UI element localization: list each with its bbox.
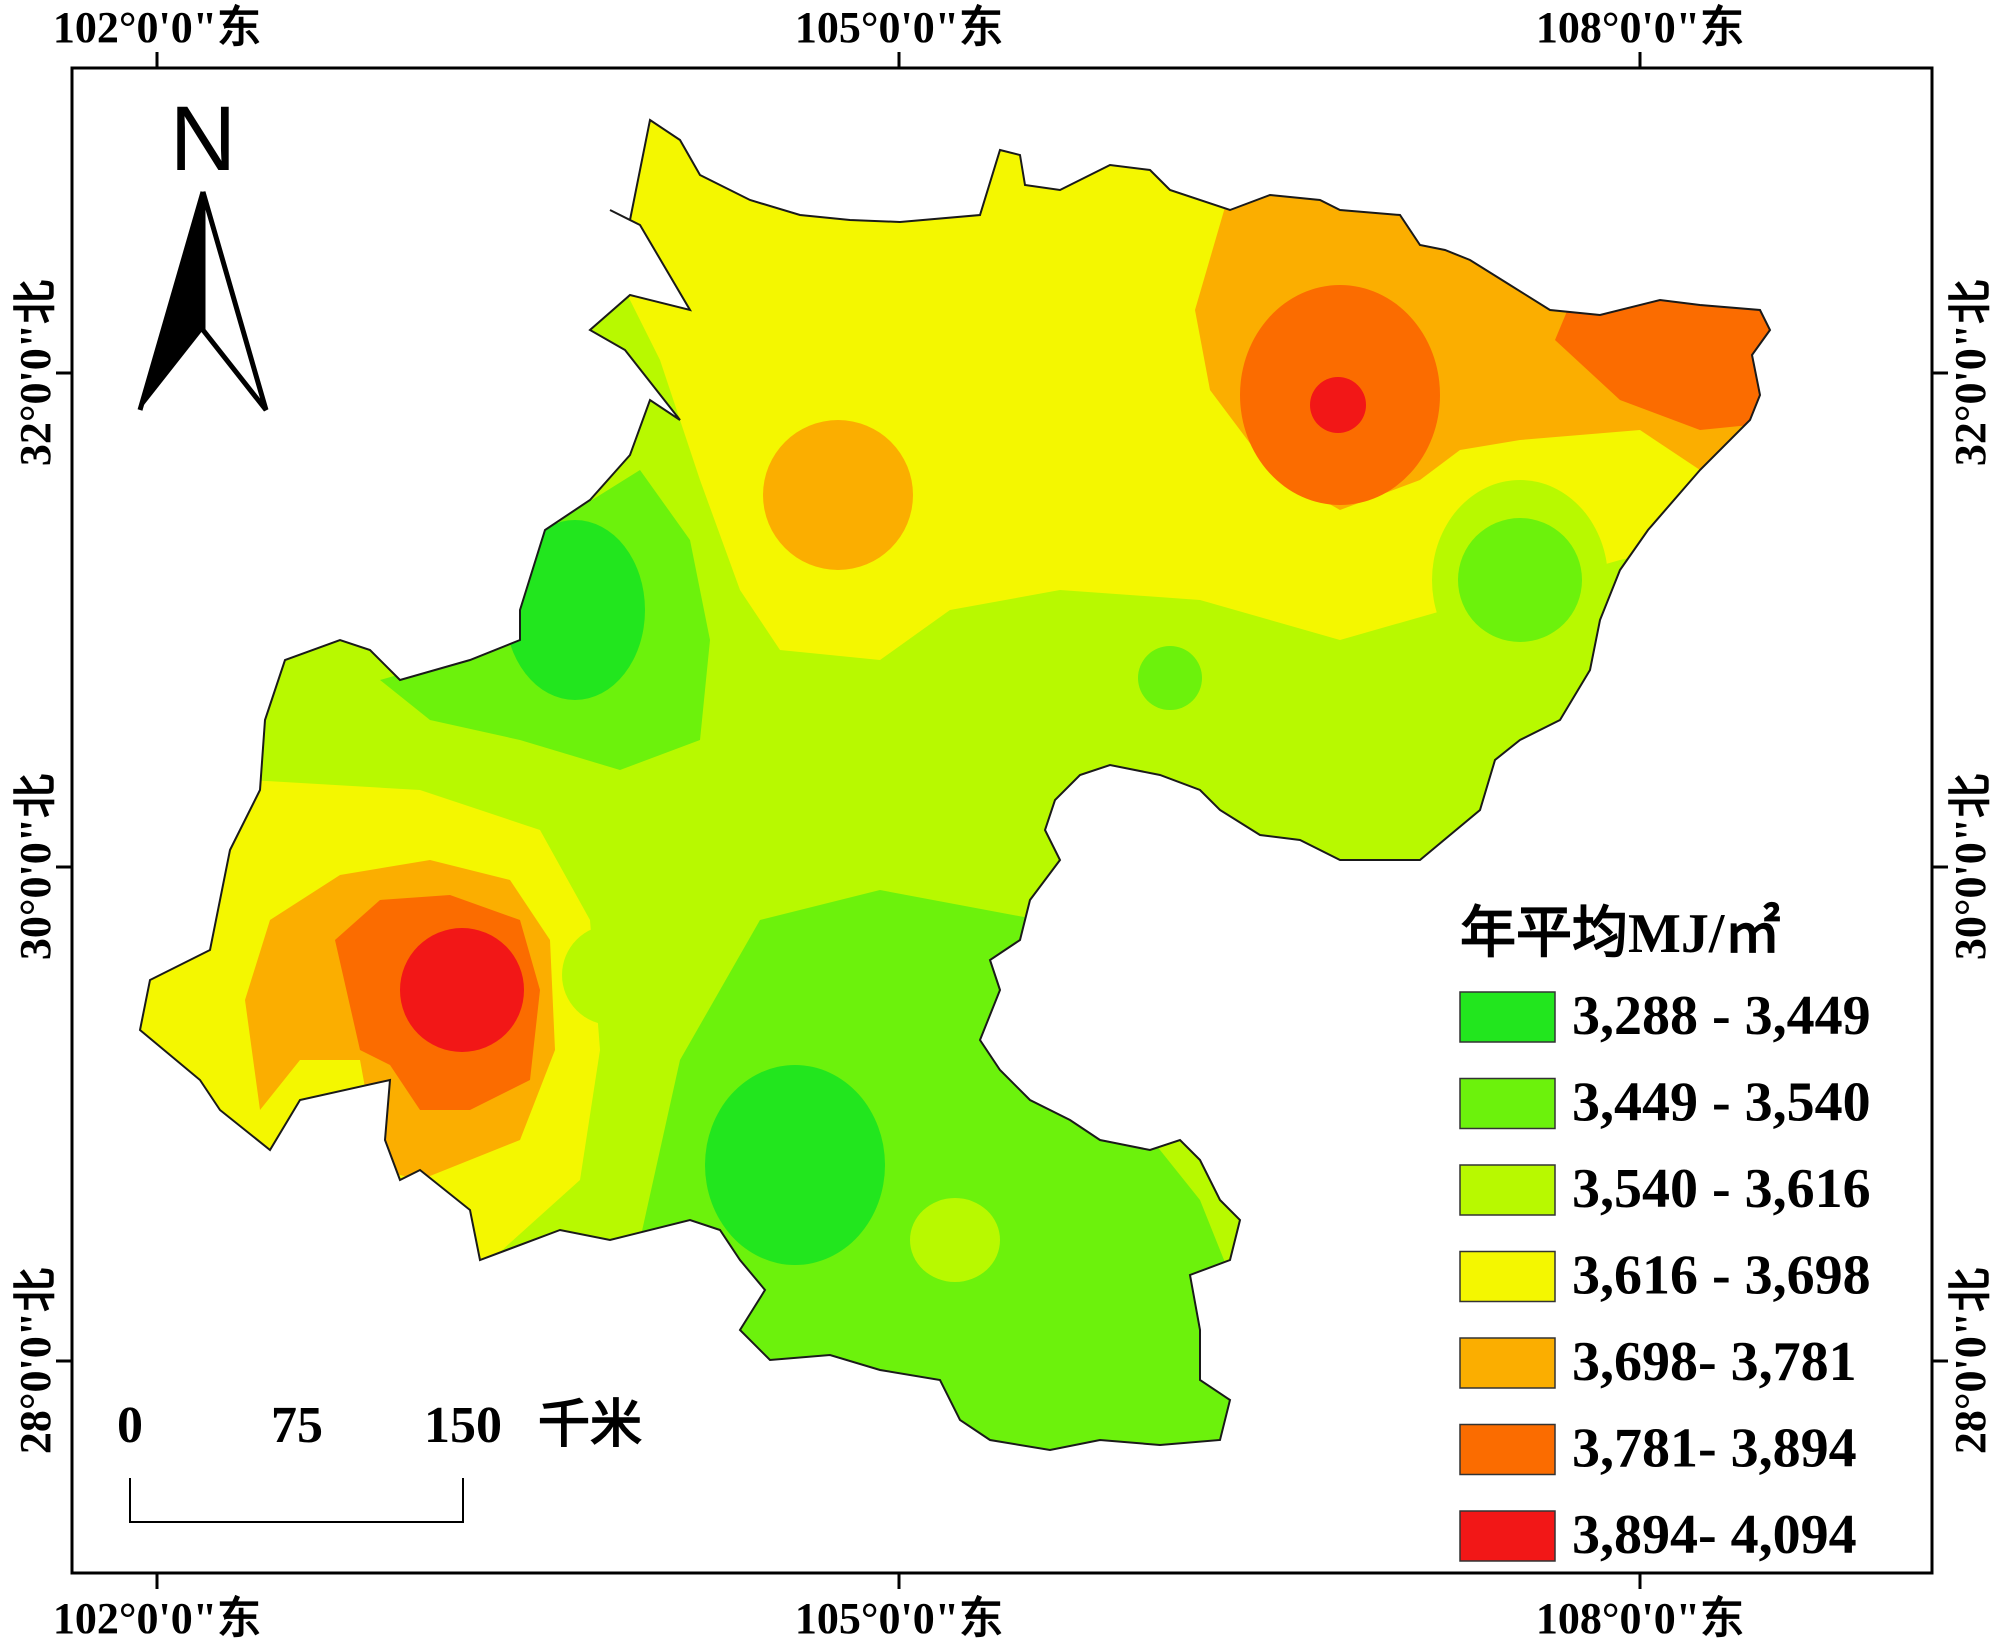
bottom-tick-label: 105°0'0"东 xyxy=(795,1594,1003,1642)
bottom-tick-label: 102°0'0"东 xyxy=(53,1594,261,1642)
legend-label: 3,698- 3,781 xyxy=(1572,1331,1857,1393)
legend-swatch xyxy=(1459,1077,1556,1130)
legend-title: 年平均MJ/㎡ xyxy=(1460,902,1780,965)
left-tick-label: 28°0'0"北 xyxy=(11,1268,60,1454)
scale-bar-line xyxy=(129,1478,464,1523)
scale-tick-75: 75 xyxy=(271,1397,323,1454)
region-boundary xyxy=(138,118,1772,1452)
right-tick-label: 30°0'0"北 xyxy=(1946,774,1995,960)
top-tick-label: 105°0'0"东 xyxy=(795,3,1003,52)
legend-swatch xyxy=(1459,1337,1556,1389)
top-axis-labels: 102°0'0"东 105°0'0"东 108°0'0"东 xyxy=(53,3,1744,52)
top-tick-label: 108°0'0"东 xyxy=(1536,3,1744,52)
legend-label: 3,540 - 3,616 xyxy=(1572,1158,1871,1220)
legend-label: 3,449 - 3,540 xyxy=(1572,1072,1871,1134)
legend-swatch xyxy=(1459,1423,1556,1476)
map-frame xyxy=(70,66,1934,1575)
legend-label: 3,288 - 3,449 xyxy=(1572,985,1871,1047)
top-tick-label: 102°0'0"东 xyxy=(53,3,261,52)
legend-swatch xyxy=(1459,1510,1556,1562)
scale-tick-0: 0 xyxy=(117,1397,143,1454)
north-label: N xyxy=(170,88,236,190)
scale-bar: 0 75 150 千米 xyxy=(117,1396,642,1523)
right-tick-label: 28°0'0"北 xyxy=(1946,1268,1995,1454)
scale-tick-150: 150 xyxy=(424,1397,502,1454)
left-axis-labels: 32°0'0"北 30°0'0"北 28°0'0"北 xyxy=(11,280,60,1454)
bottom-axis-labels: 102°0'0"东 105°0'0"东 108°0'0"东 xyxy=(53,1594,1744,1642)
legend-swatch xyxy=(1459,1250,1556,1303)
bottom-tick-label: 108°0'0"东 xyxy=(1536,1594,1744,1642)
right-axis-labels: 32°0'0"北 30°0'0"北 28°0'0"北 xyxy=(1946,280,1995,1454)
legend: 年平均MJ/㎡ 3,288 - 3,449 3,449 - 3,540 3,540 … xyxy=(1459,902,1871,1566)
frame-ticks xyxy=(56,52,1948,1589)
legend-label: 3,616 - 3,698 xyxy=(1572,1245,1871,1307)
legend-swatch xyxy=(1459,1164,1556,1216)
north-arrow: N xyxy=(137,88,269,412)
legend-label: 3,894- 4,094 xyxy=(1572,1504,1857,1566)
legend-swatch xyxy=(1459,991,1556,1043)
left-tick-label: 32°0'0"北 xyxy=(11,280,60,466)
left-tick-label: 30°0'0"北 xyxy=(11,774,60,960)
scale-unit: 千米 xyxy=(538,1396,642,1454)
north-arrow-right-half xyxy=(200,191,269,412)
legend-label: 3,781- 3,894 xyxy=(1572,1418,1857,1480)
right-tick-label: 32°0'0"北 xyxy=(1946,280,1995,466)
